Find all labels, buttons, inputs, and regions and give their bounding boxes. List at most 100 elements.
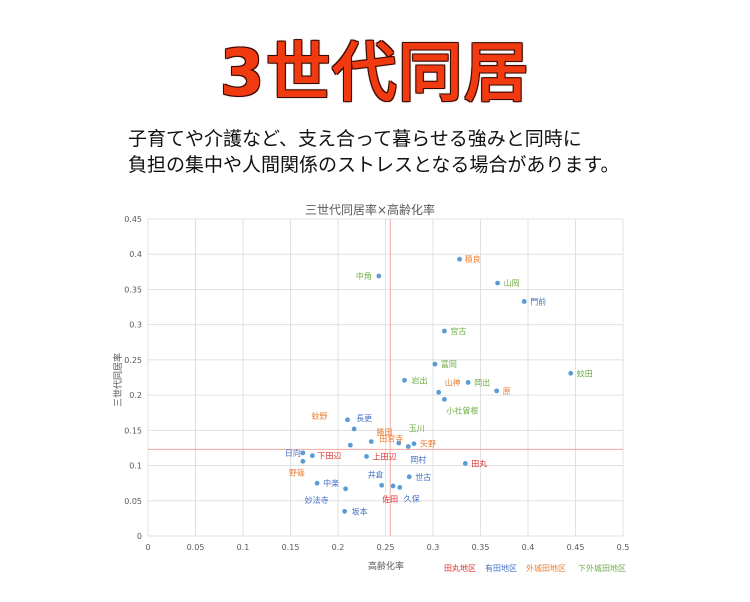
y-tick-label: 0.25 <box>124 356 142 365</box>
data-label: 山岡 <box>504 278 520 288</box>
y-tick-label: 0.35 <box>124 285 142 294</box>
x-tick-label: 0.3 <box>427 543 440 552</box>
data-label: 岩出 <box>412 375 428 385</box>
data-point <box>495 280 500 286</box>
data-label: 上田辺 <box>373 452 397 461</box>
data-label: 下田辺 <box>317 452 341 461</box>
x-tick-label: 0.45 <box>567 543 585 552</box>
data-point <box>436 389 442 395</box>
data-point <box>314 480 320 486</box>
data-point <box>397 484 403 490</box>
data-point <box>300 450 306 456</box>
data-label: 野篠 <box>289 467 305 477</box>
data-label: 井倉 <box>368 469 384 479</box>
data-point <box>390 483 396 489</box>
data-point <box>402 377 407 383</box>
data-label: 原 <box>503 387 511 396</box>
y-tick-label: 0.2 <box>129 391 142 400</box>
data-point <box>342 508 348 514</box>
x-tick-label: 0.35 <box>472 543 490 552</box>
x-tick-label: 0.15 <box>282 543 300 552</box>
data-point <box>376 273 382 279</box>
x-tick-label: 0.2 <box>332 543 345 552</box>
y-tick-label: 0.1 <box>129 462 142 471</box>
data-label: 妙法寺 <box>305 495 329 505</box>
x-tick-label: 0.05 <box>187 543 205 552</box>
data-label: 中楽 <box>323 478 339 488</box>
data-point <box>396 440 402 446</box>
data-label: 長更 <box>356 414 372 423</box>
data-label: 山神 <box>445 377 461 387</box>
data-label: 世古 <box>415 472 431 482</box>
data-label: 冨岡 <box>441 360 457 369</box>
data-label: 坂本 <box>352 506 368 516</box>
data-label: 玉川 <box>409 424 425 433</box>
data-label: 蚊田 <box>577 368 593 378</box>
data-label: 田丸 <box>471 458 487 468</box>
data-label: 小社曽根 <box>446 405 478 415</box>
x-tick-label: 0.1 <box>237 543 250 552</box>
description-line-1: 子育てや介護など、支え合って暮らせる強みと同時に <box>128 128 582 150</box>
headline-title: 3世代同居 <box>219 37 531 111</box>
data-point <box>465 380 471 385</box>
chart-grid <box>147 218 624 537</box>
data-label: 岡出 <box>474 377 490 387</box>
legend-item: 田丸地区 <box>444 563 476 573</box>
data-point <box>368 439 374 445</box>
data-points <box>300 256 574 514</box>
data-point <box>462 461 468 466</box>
data-point <box>300 458 306 464</box>
data-point <box>351 426 357 432</box>
legend-item: 下外城田地区 <box>578 563 626 573</box>
data-label: 宮古 <box>450 326 466 336</box>
data-point <box>521 299 527 304</box>
data-label: 久保 <box>404 493 420 503</box>
chart-legend: 田丸地区 有田地区 外城田地区 下外城田地区 <box>444 563 626 573</box>
y-tick-label: 0 <box>137 532 142 541</box>
data-label: 佐田 <box>382 494 398 504</box>
data-label: 積良 <box>465 254 481 264</box>
data-point <box>364 453 369 459</box>
data-label: 田宮寺 <box>379 434 403 444</box>
data-point <box>343 486 348 492</box>
y-tick-label: 0.45 <box>124 215 142 224</box>
data-point <box>432 361 438 367</box>
data-point <box>457 256 462 262</box>
x-axis-title: 高齢化率 <box>368 560 404 572</box>
x-tick-label: 0.5 <box>617 543 630 552</box>
data-point <box>345 417 350 423</box>
y-axis-title: 三世代同居率 <box>112 353 124 407</box>
legend-item: 外城田地区 <box>526 563 566 573</box>
reference-lines <box>148 219 623 536</box>
x-tick-label: 0.4 <box>522 543 535 552</box>
chart-title: 三世代同居率×高齢化率 <box>305 202 435 217</box>
data-point <box>406 474 412 480</box>
data-label: 矢野 <box>420 439 436 449</box>
x-tick-label: 0 <box>145 543 150 552</box>
data-point <box>494 388 500 394</box>
y-tick-label: 0.05 <box>124 497 142 506</box>
data-point <box>411 441 417 447</box>
description-line-2: 負担の集中や人間関係のストレスとなる場合があります。 <box>128 154 620 176</box>
data-label: 中角 <box>356 271 372 281</box>
data-point <box>379 482 385 488</box>
data-label: 蚊野 <box>312 411 328 421</box>
data-point <box>347 442 353 448</box>
y-tick-label: 0.3 <box>129 321 142 330</box>
data-point <box>442 328 447 334</box>
data-label: 岡村 <box>410 455 426 465</box>
data-point <box>405 444 411 449</box>
data-point <box>309 453 315 459</box>
x-tick-label: 0.25 <box>377 543 395 552</box>
data-point <box>568 370 574 376</box>
legend-item: 有田地区 <box>485 563 517 573</box>
data-point <box>442 396 447 402</box>
data-label: 勝田 <box>376 427 392 437</box>
data-label: 日向 <box>285 448 301 458</box>
chart-ticks: 0 0.05 0.1 0.15 0.2 0.25 0.3 0.35 0.4 0.45 0.5 0 0.0… <box>124 215 629 552</box>
y-tick-label: 0.15 <box>124 426 142 435</box>
y-tick-label: 0.4 <box>129 250 142 259</box>
data-label: 門前 <box>530 296 546 306</box>
